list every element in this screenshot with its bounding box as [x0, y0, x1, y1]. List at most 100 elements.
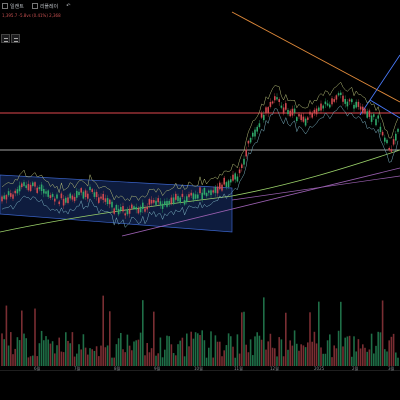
candle-body: [166, 200, 168, 207]
candle-body: [379, 126, 382, 133]
volume-bar: [29, 356, 32, 366]
candle-body: [366, 111, 368, 118]
candle-body: [190, 192, 192, 196]
candle-body: [56, 194, 58, 199]
candle-body: [71, 195, 74, 200]
volume-bar: [161, 357, 164, 366]
candle-body: [249, 137, 252, 143]
volume-bar: [216, 341, 219, 366]
volume-bar: [157, 353, 159, 366]
candle-body: [104, 198, 107, 202]
trendline-purple-1[interactable]: [121, 167, 400, 237]
volume-bar: [27, 357, 30, 366]
candle-body: [78, 191, 80, 196]
candle-body: [390, 149, 393, 152]
candle-body: [25, 185, 27, 188]
candle-body: [269, 102, 272, 107]
volume-bar: [62, 352, 65, 366]
trendline-purple-2[interactable]: [231, 175, 400, 201]
volume-bar: [89, 348, 91, 366]
volume-bar: [289, 340, 291, 366]
volume-bar: [194, 332, 197, 366]
volume-bar: [76, 353, 78, 366]
candle-body: [322, 105, 324, 109]
volume-bar: [379, 332, 382, 366]
volume-bar: [65, 332, 67, 366]
chart-type-label: 일캔트: [10, 3, 24, 10]
volume-bar: [311, 341, 313, 366]
candle-body: [23, 182, 25, 186]
volume-bar: [243, 311, 245, 366]
candle-body: [285, 103, 287, 110]
candle-body: [355, 101, 357, 108]
candle-body: [12, 194, 14, 199]
candle-body: [49, 195, 52, 199]
candle-body: [353, 104, 355, 109]
volume-bar: [186, 333, 188, 366]
candle-body: [329, 104, 331, 108]
volume-bar: [249, 339, 252, 366]
volume-bar: [18, 340, 21, 366]
volume-bar: [390, 336, 393, 366]
candle-body: [120, 207, 122, 211]
candle-body: [296, 117, 298, 122]
volume-bar: [137, 339, 140, 366]
volume-bar: [7, 345, 10, 366]
volume-bar: [254, 336, 256, 366]
candle-body: [232, 174, 234, 181]
undo-button[interactable]: ↶: [64, 0, 72, 12]
volume-bar: [353, 336, 355, 366]
replay-button[interactable]: 리플레이: [30, 0, 60, 12]
candle-body: [144, 208, 146, 212]
indicator-toggle-button[interactable]: [1, 34, 10, 43]
trendline-blue-2[interactable]: [369, 99, 400, 119]
volume-bar: [212, 357, 214, 366]
candle-body: [300, 114, 302, 121]
settings-toggle-button[interactable]: [11, 34, 20, 43]
candle-body: [76, 190, 78, 198]
candle-body: [238, 169, 241, 174]
volume-bar: [221, 356, 223, 366]
candle-body: [377, 115, 379, 119]
candle-body: [265, 107, 267, 113]
volume-bar: [78, 344, 80, 366]
replay-icon: [31, 3, 38, 9]
volume-bar: [32, 355, 34, 366]
candle-body: [47, 190, 49, 197]
candle-body: [186, 196, 188, 202]
volume-bar: [260, 339, 263, 366]
trendline-orange[interactable]: [231, 11, 400, 103]
candle-body: [287, 109, 289, 115]
volume-bar: [362, 344, 364, 366]
volume-bar: [144, 355, 146, 366]
candle-body: [205, 192, 208, 197]
candle-body: [203, 187, 206, 195]
candle-body: [32, 182, 34, 186]
candle-body: [214, 187, 217, 193]
candle-body: [280, 105, 283, 108]
volume-bar: [135, 340, 137, 366]
volume-bar: [190, 331, 192, 366]
candlestick-icon: [2, 3, 8, 9]
candle-body: [150, 199, 153, 204]
candle-body: [172, 197, 175, 205]
volume-bar: [256, 332, 258, 366]
candle-body: [115, 204, 118, 210]
candle-body: [146, 206, 148, 210]
candle-body: [302, 116, 305, 122]
candle-body: [381, 131, 384, 136]
candle-body: [291, 108, 294, 116]
volume-bar: [298, 350, 300, 366]
volume-bar: [309, 312, 311, 366]
volume-bar: [219, 341, 221, 366]
trendline-blue-1[interactable]: [359, 54, 400, 116]
volume-bar: [241, 312, 243, 366]
time-axis-tick: 9월: [154, 366, 161, 371]
candle-body: [126, 209, 129, 215]
volume-bar: [252, 355, 254, 366]
volume-bar: [159, 337, 162, 366]
chart-type-button[interactable]: 일캔트: [0, 0, 26, 12]
band-line: [1, 81, 399, 202]
candle-body: [271, 101, 274, 104]
